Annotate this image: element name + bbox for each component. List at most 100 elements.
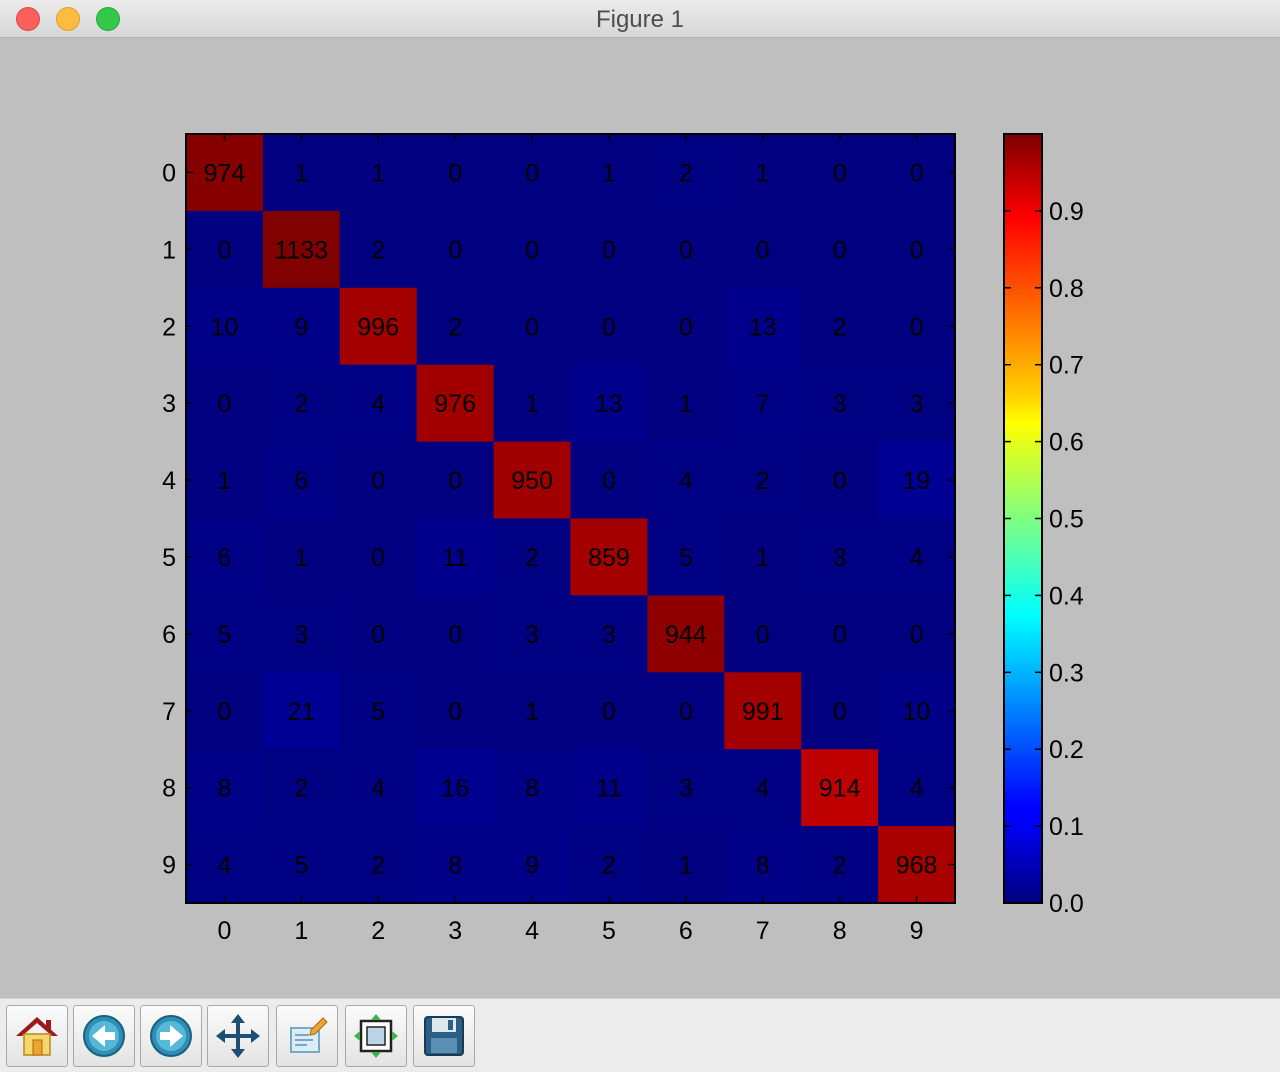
heatmap-cell [493,595,572,673]
heatmap-cell [493,749,572,827]
cell-value-label: 1 [756,544,770,572]
x-tick-label: 8 [833,917,847,945]
x-tick-label: 5 [602,917,616,945]
figure-canvas[interactable]: 974 1 1 0 0 1 2 1 0 0 0 1133 2 0 0 0 0 0 0 0 10 9 996 2 0 0 0 13 2 0 0… [0,38,1280,998]
heatmap-cell [647,672,725,750]
cell-value-label: 0 [910,236,924,264]
cell-value-label: 0 [371,467,385,495]
cell-value-label: 0 [910,159,924,187]
heatmap-cell [339,518,418,596]
back-button[interactable] [73,1005,135,1067]
heatmap-cell [186,441,264,520]
cell-value-label: 2 [525,544,539,572]
y-tick-label: 6 [162,621,176,649]
cell-value-label: 859 [588,544,630,572]
maximize-window-button[interactable] [96,7,120,31]
cell-value-label: 1133 [274,236,328,264]
heatmap-cell [262,364,341,443]
cell-value-label: 2 [371,236,385,264]
zoom-button[interactable] [276,1005,338,1067]
zoom-rect-icon [290,1017,328,1053]
heatmap-cell [262,595,341,673]
x-tick-label: 6 [679,917,693,945]
cell-value-label: 968 [896,852,938,880]
heatmap-cell [878,672,956,750]
cell-value-label: 3 [294,621,308,649]
heatmap-cell [724,749,802,827]
colorbar-tick-label: 0.2 [1049,736,1084,764]
heatmap-cell [801,134,879,212]
cell-value-label: 5 [217,621,231,649]
cell-value-label: 0 [448,236,462,264]
heatmap-cell [416,518,495,596]
cell-value-label: 8 [756,852,770,880]
cell-value-label: 0 [833,621,847,649]
cell-value-label: 0 [910,313,924,341]
heatmap-cell [647,595,725,673]
cell-value-label: 0 [217,390,231,418]
heatmap-cell [416,749,495,827]
heatmap-cell [724,134,802,212]
heatmap-cell [724,210,802,289]
heatmap-cell [339,364,418,443]
y-tick-label: 1 [162,236,176,264]
x-tick-label: 3 [448,917,462,945]
cell-value-label: 0 [448,467,462,495]
window-title: Figure 1 [595,6,685,33]
pan-button[interactable] [207,1005,269,1067]
cell-value-label: 2 [448,313,462,341]
cell-value-label: 10 [211,313,239,341]
heatmap-cell [416,826,495,904]
y-tick-label: 0 [162,159,176,187]
x-tick-label: 4 [525,917,539,945]
colorbar-tick-label: 0.5 [1049,506,1084,534]
heatmap-cell [647,134,725,212]
cell-value-label: 914 [819,775,861,803]
cell-value-label: 0 [833,698,847,726]
heatmap-cell [416,441,495,520]
colorbar-tick-label: 0.0 [1049,890,1084,918]
cell-value-label: 0 [602,698,616,726]
cell-value-label: 4 [756,775,770,803]
heatmap-cell [878,518,956,596]
cell-value-label: 19 [903,467,931,495]
y-tick-label: 7 [162,698,176,726]
heatmap-cell [339,672,418,750]
heatmap-cell [493,826,572,904]
colorbar-tick-label: 0.6 [1049,429,1084,457]
subplots-button[interactable] [345,1005,407,1067]
heatmap-cell [801,749,879,827]
heatmap-cell [186,210,264,289]
cell-value-label: 7 [756,390,770,418]
y-tick-label: 5 [162,544,176,572]
forward-button[interactable] [140,1005,202,1067]
cell-value-label: 1 [679,852,693,880]
close-window-button[interactable] [16,7,40,31]
colorbar-tick-label: 0.9 [1049,198,1084,226]
home-button[interactable] [6,1005,68,1067]
heatmap-cell [878,364,956,443]
cell-value-label: 0 [756,236,770,264]
heatmap-cell [724,595,802,673]
save-button[interactable] [413,1005,475,1067]
minimize-window-button[interactable] [56,7,80,31]
cell-value-label: 9 [294,313,308,341]
cell-value-label: 2 [833,852,847,880]
heatmap-cell [339,826,418,904]
cell-value-label: 944 [665,621,707,649]
cell-value-label: 0 [448,159,462,187]
cell-value-label: 1 [217,467,231,495]
heatmap-cell [724,826,802,904]
heatmap-cell [262,134,341,212]
heatmap-cell [262,441,341,520]
confusion-matrix-chart: 974 1 1 0 0 1 2 1 0 00 1133 2 0 0 0 0 0 0 010 9 996 2 0 0 0 13 2 00… [162,133,1084,945]
heatmap-cell [801,287,879,366]
heatmap-cell [339,595,418,673]
heatmap-cell [493,672,572,750]
heatmap-cell [339,287,418,366]
heatmap-cell [186,826,264,904]
heatmap-cell [416,287,495,366]
cell-value-label: 5 [371,698,385,726]
cell-value-label: 0 [679,698,693,726]
